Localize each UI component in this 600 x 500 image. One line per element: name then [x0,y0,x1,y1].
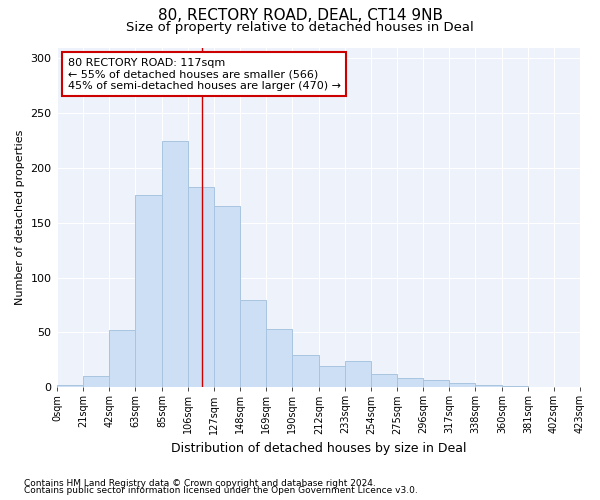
Bar [214,206,240,387]
Bar [397,378,423,387]
Bar [345,361,371,387]
Bar [83,376,109,387]
Bar [135,196,162,387]
Bar [188,186,214,387]
Bar [240,300,266,387]
Bar [109,330,135,387]
Bar [266,329,292,387]
Bar [423,380,449,387]
Y-axis label: Number of detached properties: Number of detached properties [15,130,25,305]
Bar [371,374,397,387]
Bar [162,140,188,387]
Bar [319,366,345,387]
X-axis label: Distribution of detached houses by size in Deal: Distribution of detached houses by size … [171,442,466,455]
Bar [449,383,475,387]
Text: Contains public sector information licensed under the Open Government Licence v3: Contains public sector information licen… [24,486,418,495]
Bar [57,385,83,387]
Text: 80 RECTORY ROAD: 117sqm
← 55% of detached houses are smaller (566)
45% of semi-d: 80 RECTORY ROAD: 117sqm ← 55% of detache… [68,58,341,91]
Bar [292,356,319,387]
Bar [475,385,502,387]
Text: Contains HM Land Registry data © Crown copyright and database right 2024.: Contains HM Land Registry data © Crown c… [24,478,376,488]
Text: Size of property relative to detached houses in Deal: Size of property relative to detached ho… [126,22,474,35]
Bar [502,386,528,387]
Text: 80, RECTORY ROAD, DEAL, CT14 9NB: 80, RECTORY ROAD, DEAL, CT14 9NB [157,8,443,22]
